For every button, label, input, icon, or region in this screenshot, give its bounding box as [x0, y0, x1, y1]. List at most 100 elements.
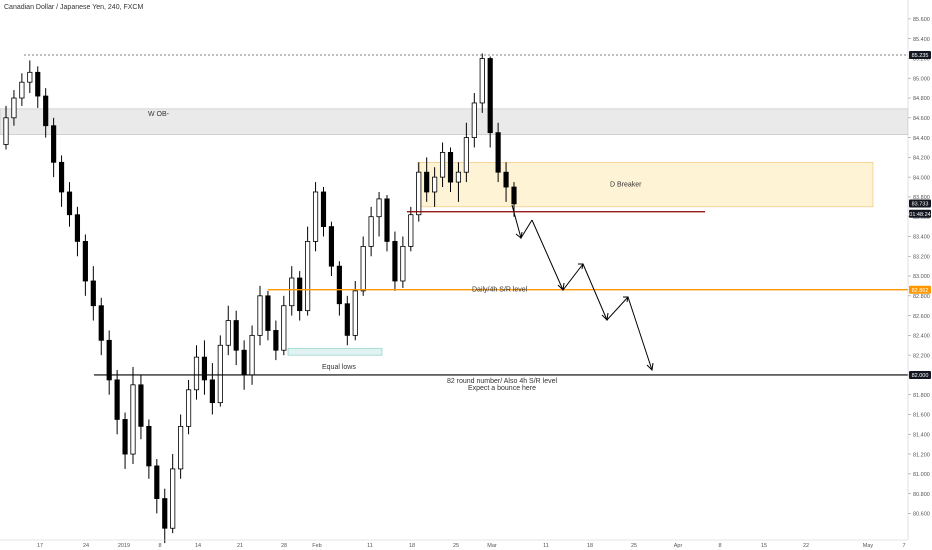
- price-tick-label: 81.800: [913, 393, 930, 399]
- candle-body: [193, 356, 200, 391]
- candle[interactable]: [170, 454, 176, 534]
- symbol-title: Canadian Dollar / Japanese Yen, 240, FXC…: [4, 4, 144, 11]
- candle[interactable]: [352, 280, 358, 341]
- candle[interactable]: [400, 236, 406, 288]
- candle[interactable]: [51, 117, 57, 178]
- price-tag[interactable]: 83.733: [909, 199, 931, 208]
- candle-body: [344, 303, 350, 336]
- candle-body: [312, 191, 319, 242]
- candle[interactable]: [185, 379, 192, 435]
- price-tag-label: 82.000: [912, 373, 929, 379]
- candle[interactable]: [495, 122, 501, 183]
- candle[interactable]: [471, 93, 477, 148]
- candle[interactable]: [225, 305, 231, 356]
- candle-body: [90, 280, 96, 307]
- candle[interactable]: [455, 162, 462, 202]
- candle[interactable]: [138, 374, 144, 440]
- candle[interactable]: [162, 488, 168, 544]
- candle-body: [289, 277, 295, 307]
- candle[interactable]: [305, 226, 311, 316]
- price-axis[interactable]: 85.600 85.400 85.200 85.000 84.800 84.600 84.4…: [907, 0, 932, 550]
- candle[interactable]: [265, 290, 271, 341]
- candle[interactable]: [281, 295, 287, 356]
- candle[interactable]: [320, 187, 327, 237]
- candle-body: [58, 161, 65, 193]
- candle[interactable]: [408, 206, 414, 252]
- candle[interactable]: [344, 295, 350, 346]
- candle-body: [495, 132, 501, 173]
- candle[interactable]: [487, 56, 493, 148]
- candle[interactable]: [11, 90, 17, 126]
- candle[interactable]: [3, 105, 9, 150]
- candle[interactable]: [328, 221, 335, 277]
- candle[interactable]: [479, 53, 485, 113]
- candle[interactable]: [82, 234, 88, 296]
- candle[interactable]: [27, 60, 33, 94]
- candle[interactable]: [503, 162, 509, 202]
- candle[interactable]: [384, 194, 390, 252]
- candle[interactable]: [360, 236, 366, 296]
- price-tag-label: 85.235: [912, 53, 929, 59]
- candle[interactable]: [463, 122, 469, 183]
- candle-body: [305, 241, 311, 312]
- candle[interactable]: [289, 266, 295, 316]
- candle[interactable]: [66, 182, 73, 227]
- candle[interactable]: [19, 73, 25, 106]
- candle[interactable]: [217, 335, 223, 407]
- candle[interactable]: [447, 147, 454, 192]
- time-tick-label: 8: [718, 543, 721, 549]
- candle[interactable]: [43, 88, 49, 138]
- candle-body: [98, 305, 104, 341]
- time-tick-label: 17: [37, 543, 43, 549]
- candle-body: [455, 171, 462, 183]
- candle[interactable]: [154, 459, 160, 514]
- candle[interactable]: [376, 191, 382, 237]
- candle[interactable]: [130, 367, 136, 464]
- time-tick-label: 11: [543, 543, 549, 549]
- candle[interactable]: [35, 66, 41, 108]
- candle[interactable]: [249, 325, 255, 385]
- candle[interactable]: [336, 261, 342, 316]
- candle[interactable]: [58, 155, 65, 207]
- candle[interactable]: [74, 206, 81, 257]
- candle[interactable]: [98, 297, 104, 356]
- candle[interactable]: [392, 231, 398, 291]
- price-tag-box: [909, 199, 931, 208]
- candle[interactable]: [209, 363, 215, 415]
- candle[interactable]: [114, 369, 120, 435]
- price-tag-box: [909, 370, 931, 379]
- time-tick-label: Feb: [312, 543, 321, 549]
- price-tag-label: 01:48:24: [909, 212, 930, 218]
- candle[interactable]: [368, 206, 374, 257]
- time-axis[interactable]: 17 24 2019 8 14 21 28 Feb 11 18 25 Mar 11 18 25 Apr 8 15 2…: [0, 539, 908, 549]
- candle[interactable]: [439, 142, 446, 188]
- candle[interactable]: [424, 157, 430, 202]
- candle[interactable]: [146, 419, 152, 479]
- price-tick-label: 84.600: [913, 116, 930, 122]
- time-tick-label: 24: [83, 543, 89, 549]
- candle[interactable]: [257, 285, 263, 346]
- price-tag[interactable]: 82.000: [909, 370, 931, 379]
- candle[interactable]: [233, 310, 239, 366]
- candle-body: [408, 214, 414, 247]
- candle-body: [162, 498, 168, 529]
- candle-body: [122, 419, 128, 455]
- candle[interactable]: [122, 412, 128, 469]
- price-tag[interactable]: 85.235: [909, 51, 931, 59]
- candle[interactable]: [201, 340, 208, 395]
- candle-body: [170, 468, 176, 529]
- price-tag[interactable]: 01:48:24: [909, 209, 931, 218]
- time-tick-label: 15: [761, 543, 767, 549]
- candle[interactable]: [273, 320, 279, 361]
- candle[interactable]: [241, 340, 247, 390]
- candle[interactable]: [297, 271, 303, 321]
- candle[interactable]: [193, 345, 200, 400]
- candle[interactable]: [312, 182, 319, 252]
- candle[interactable]: [106, 330, 112, 395]
- price-tag[interactable]: 82.862: [909, 285, 931, 294]
- candle[interactable]: [432, 167, 438, 207]
- candle-body: [281, 305, 287, 351]
- candle[interactable]: [178, 414, 184, 479]
- candle[interactable]: [90, 266, 96, 321]
